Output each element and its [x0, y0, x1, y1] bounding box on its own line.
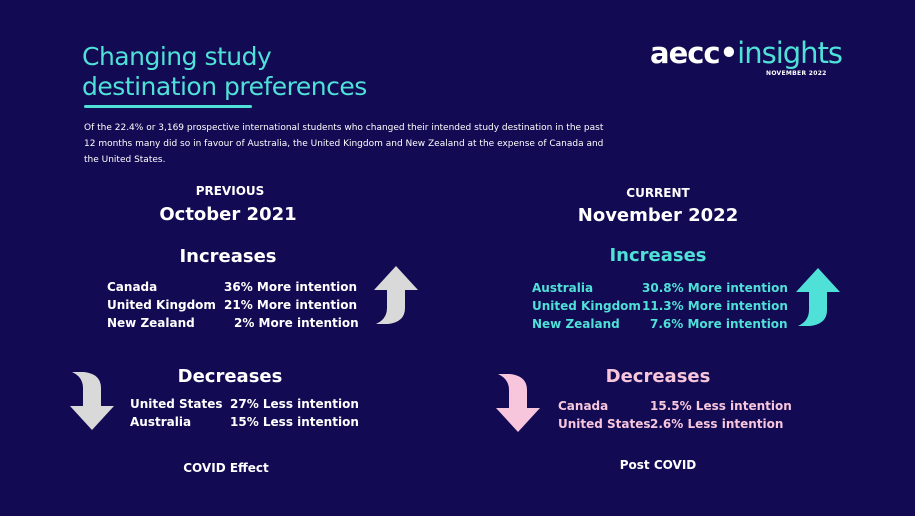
current-date: November 2022: [577, 205, 739, 226]
country-name: United Kingdom: [107, 298, 216, 312]
title-underline: [84, 105, 252, 108]
logo-product: insights: [737, 36, 843, 70]
previous-date: October 2021: [159, 204, 297, 225]
change-value: 2.6% Less intention: [650, 417, 784, 431]
current-increases-heading: Increases: [609, 245, 707, 266]
list-item: Australia 15% Less intention: [130, 413, 359, 431]
previous-footer: COVID Effect: [183, 461, 269, 475]
arrow-up-icon: [794, 266, 842, 328]
list-item: United States2.6% Less intention: [558, 415, 792, 433]
previous-label: PREVIOUS: [195, 184, 265, 198]
previous-increases-list: Canada 36% More intention United Kingdom 2…: [107, 278, 359, 332]
arrow-up-icon: [372, 264, 420, 326]
previous-increases-heading: Increases: [179, 246, 277, 267]
current-footer: Post COVID: [619, 458, 697, 472]
list-item: New Zealand 7.6% More intention: [532, 315, 788, 333]
change-value: 21% More intention: [224, 298, 358, 312]
list-item: United States 27% Less intention: [130, 395, 359, 413]
country-name: Canada: [558, 399, 609, 413]
list-item: United Kingdom 21% More intention: [107, 296, 359, 314]
country-name: Australia: [532, 281, 594, 295]
arrow-down-icon: [494, 372, 542, 434]
arrow-down-icon: [68, 370, 116, 432]
change-value: 36% More intention: [224, 280, 358, 294]
change-value: 11.3% More intention: [642, 299, 788, 313]
country-name: New Zealand: [107, 316, 195, 330]
aecc-insights-logo: aecc•insights: [650, 36, 843, 70]
title-line-1: Changing study: [82, 42, 272, 71]
list-item: Australia 30.8% More intention: [532, 279, 788, 297]
list-item: Canada 36% More intention: [107, 278, 359, 296]
current-label: CURRENT: [626, 186, 690, 200]
country-name: United Kingdom: [532, 299, 641, 313]
country-name: United States: [130, 397, 223, 411]
previous-decreases-heading: Decreases: [177, 366, 283, 387]
country-name: Canada: [107, 280, 158, 294]
intro-text: Of the 22.4% or 3,169 prospective intern…: [84, 123, 604, 165]
page-title: Changing study destination preferences: [82, 42, 402, 102]
current-increases-list: Australia 30.8% More intention United Kin…: [532, 279, 788, 333]
country-name: Australia: [130, 415, 192, 429]
change-value: 15% Less intention: [230, 415, 359, 429]
logo-brand: aecc: [650, 36, 721, 70]
change-value: 15.5% Less intention: [650, 399, 792, 413]
list-item: New Zealand 2% More intention: [107, 314, 359, 332]
logo-date: NOVEMBER 2022: [766, 70, 827, 77]
country-name: United States: [558, 417, 651, 431]
current-decreases-heading: Decreases: [605, 366, 711, 387]
country-name: New Zealand: [532, 317, 620, 331]
change-value: 30.8% More intention: [642, 281, 788, 295]
change-value: 27% Less intention: [230, 397, 359, 411]
previous-decreases-list: United States 27% Less intention Australi…: [130, 395, 359, 431]
change-value: 2% More intention: [234, 316, 359, 330]
list-item: Canada 15.5% Less intention: [558, 397, 792, 415]
list-item: United Kingdom11.3% More intention: [532, 297, 788, 315]
change-value: 7.6% More intention: [650, 317, 788, 331]
current-decreases-list: Canada 15.5% Less intention United States…: [558, 397, 792, 433]
title-line-2: destination preferences: [82, 72, 367, 101]
